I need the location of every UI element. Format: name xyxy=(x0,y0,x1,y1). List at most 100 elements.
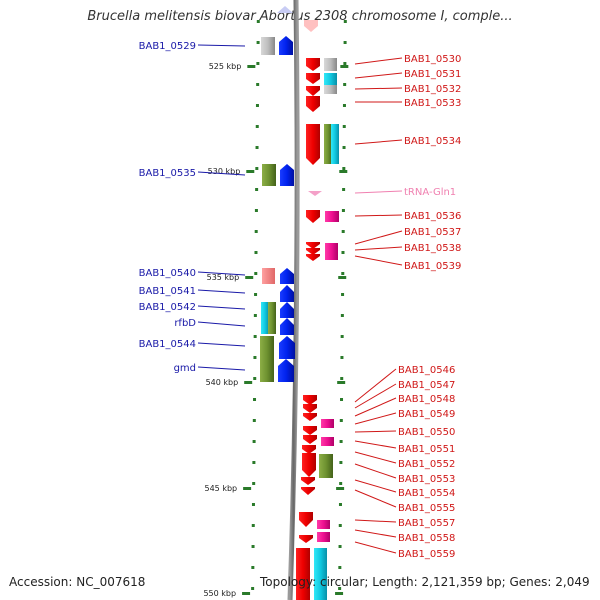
gene-BAB1_0529-arrow[interactable] xyxy=(279,36,293,55)
gene-label-left[interactable]: BAB1_0542 xyxy=(139,302,196,313)
gene-BAB1_0542-arrow[interactable] xyxy=(280,302,294,318)
gene-label-right[interactable]: BAB1_0559 xyxy=(398,549,455,560)
gene-label-right[interactable]: BAB1_0536 xyxy=(404,211,461,222)
gene-BAB1_0554-arrow[interactable] xyxy=(301,477,315,485)
gene-rfbD-arrow[interactable] xyxy=(280,318,294,335)
gene-label-right[interactable]: BAB1_0538 xyxy=(404,243,461,254)
gene-label-right[interactable]: BAB1_0553 xyxy=(398,474,455,485)
tick-dot-right xyxy=(338,503,342,506)
gene-label-left[interactable]: BAB1_0529 xyxy=(139,41,196,52)
gene-BAB1_0555-arrow[interactable] xyxy=(301,487,315,495)
gene-BAB1_0544-shape[interactable] xyxy=(260,336,274,360)
gene-BAB1_0558-shape[interactable] xyxy=(317,532,330,542)
right-leader-line xyxy=(354,463,397,479)
gene-label-left[interactable]: rfbD xyxy=(174,318,196,329)
gene-BAB1_0557-shape[interactable] xyxy=(317,520,330,529)
gene-BAB1_0536-shape[interactable] xyxy=(325,211,339,222)
kbp-tick-right xyxy=(339,170,348,173)
gene-BAB1_0558-arrow[interactable] xyxy=(299,535,313,543)
gene-BAB1_0536-arrow[interactable] xyxy=(306,210,320,223)
right-leader-line xyxy=(354,190,403,194)
gene-BAB1_0534-shape-a[interactable] xyxy=(324,124,332,164)
gene-label-right[interactable]: BAB1_0534 xyxy=(404,136,461,147)
gene-BAB1_0552-arrow[interactable] xyxy=(302,445,316,454)
gene-label-right[interactable]: BAB1_0552 xyxy=(398,459,455,470)
tick-dot-right xyxy=(338,524,342,527)
gene-BAB1_0548-arrow[interactable] xyxy=(303,413,317,421)
gene-BAB1_0530-shape[interactable] xyxy=(324,58,337,71)
tick-dot-left xyxy=(254,272,258,275)
gene-BAB1_0550-arrow[interactable] xyxy=(303,426,317,435)
gene-label-right[interactable]: BAB1_0547 xyxy=(398,380,455,391)
right-leader-line xyxy=(354,214,403,217)
gene-BAB1_0532-shape[interactable] xyxy=(324,85,337,94)
gene-BAB1_0551-arrow[interactable] xyxy=(303,435,317,444)
gene-BAB1_0537-arrow[interactable] xyxy=(306,242,320,249)
gene-label-left[interactable]: BAB1_0540 xyxy=(139,268,196,279)
tick-dot-right xyxy=(342,104,346,107)
gene-BAB1_0542-shape[interactable] xyxy=(261,302,269,334)
gene-label-left[interactable]: BAB1_0541 xyxy=(139,286,196,297)
gene-BAB1_0529-shape[interactable] xyxy=(261,37,275,55)
gene-BAB1_0544-arrow[interactable] xyxy=(279,336,295,359)
gene-label-right[interactable]: BAB1_0530 xyxy=(404,54,461,65)
right-leader-line xyxy=(354,246,403,251)
gene-BAB1_0532-arrow[interactable] xyxy=(306,86,320,96)
gene-BAB1_0535-arrow[interactable] xyxy=(280,164,294,186)
right-leader-line xyxy=(354,230,403,245)
gene-BAB1_0559-shape[interactable] xyxy=(314,548,327,600)
left-leader-line xyxy=(197,366,246,371)
gene-label-right[interactable]: BAB1_0550 xyxy=(398,427,455,438)
gene-label-right[interactable]: BAB1_0557 xyxy=(398,518,455,529)
gene-label-right[interactable]: BAB1_0554 xyxy=(398,488,455,499)
tick-dot-right xyxy=(341,209,345,212)
gene-BAB1_0534-shape-b[interactable] xyxy=(331,124,339,164)
gene-BAB1_0535-shape[interactable] xyxy=(262,164,276,186)
gene-BAB1_0547-arrow[interactable] xyxy=(303,404,317,413)
gene-BAB1_0541-arrow[interactable] xyxy=(280,285,294,302)
gene-label-right[interactable]: BAB1_0539 xyxy=(404,261,461,272)
gene-BAB1_0540-arrow[interactable] xyxy=(280,268,294,284)
gene-BAB1_0539-arrow[interactable] xyxy=(306,254,320,261)
gene-label-left[interactable]: gmd xyxy=(174,363,196,374)
tick-dot-right xyxy=(343,62,347,65)
tick-dot-left xyxy=(255,167,259,170)
gene-label-left[interactable]: BAB1_0535 xyxy=(139,168,196,179)
gene-BAB1_0553-arrow[interactable] xyxy=(302,453,316,477)
gene-label-right[interactable]: BAB1_0531 xyxy=(404,69,461,80)
gene-label-right[interactable]: BAB1_0558 xyxy=(398,533,455,544)
gene-label-right[interactable]: BAB1_0537 xyxy=(404,227,461,238)
gene-BAB1_0557-arrow[interactable] xyxy=(299,512,313,527)
tick-dot-left xyxy=(252,440,256,443)
gene-BAB1_0531-arrow[interactable] xyxy=(306,73,320,84)
gene-tRNA-Gln1-shape[interactable] xyxy=(308,191,322,196)
gene-gmd-arrow[interactable] xyxy=(278,359,294,382)
gene-label-right[interactable]: BAB1_0532 xyxy=(404,84,461,95)
gene-label-right[interactable]: BAB1_0546 xyxy=(398,365,455,376)
gene-BAB1_0546-arrow[interactable] xyxy=(303,395,317,405)
gene-BAB1_0538-arrow[interactable] xyxy=(306,248,320,255)
tick-dot-right xyxy=(339,440,343,443)
gene-BAB1_0551-shape[interactable] xyxy=(321,437,334,446)
gene-label-right[interactable]: BAB1_0551 xyxy=(398,444,455,455)
gene-BAB1_0540-shape[interactable] xyxy=(262,268,275,284)
gene-rfbD-shape[interactable] xyxy=(268,302,276,334)
gene-BAB1_0534-arrow[interactable] xyxy=(306,124,320,165)
gene-BAB1_0533-arrow[interactable] xyxy=(306,96,320,112)
kbp-tick xyxy=(247,65,256,68)
gene-label-right[interactable]: BAB1_0548 xyxy=(398,394,455,405)
gene-gmd-shape[interactable] xyxy=(260,360,274,382)
gene-BAB1_0530-arrow[interactable] xyxy=(306,58,320,71)
gene-BAB1_0549-shape[interactable] xyxy=(321,419,334,428)
gene-label-right[interactable]: BAB1_0555 xyxy=(398,503,455,514)
gene-BAB1_0559-arrow[interactable] xyxy=(296,548,310,600)
gene-BAB1_0531-shape[interactable] xyxy=(324,73,337,85)
gene-BAB1_0553-shape[interactable] xyxy=(319,454,333,478)
kbp-label: 545 kbp xyxy=(205,484,238,493)
gene-label-right[interactable]: BAB1_0533 xyxy=(404,98,461,109)
gene-BAB1_0539-shape[interactable] xyxy=(325,243,338,260)
gene-label-left[interactable]: BAB1_0544 xyxy=(139,339,196,350)
tick-dot-left xyxy=(252,482,256,485)
gene-label-right[interactable]: BAB1_0549 xyxy=(398,409,455,420)
gene-label-right[interactable]: tRNA-Gln1 xyxy=(404,187,456,198)
